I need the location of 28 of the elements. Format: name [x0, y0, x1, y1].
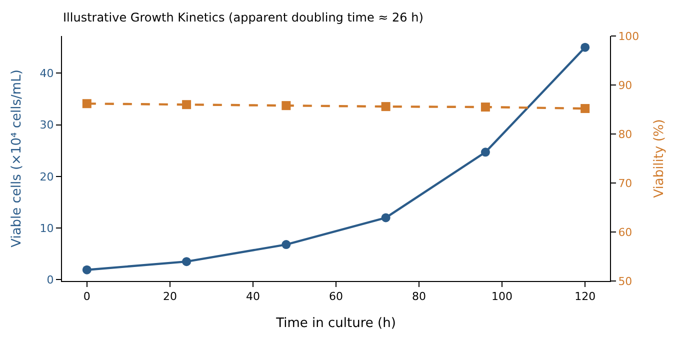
x-axis-title: Time in culture (h) [275, 316, 396, 331]
x-tick-label: 120 [574, 290, 596, 304]
point [381, 213, 390, 222]
y-tick-label: 10 [40, 222, 54, 235]
point [282, 240, 291, 250]
y-tick-label: 0 [46, 274, 54, 287]
y2-tick-label: 70 [618, 176, 632, 190]
y2-tick-label: 60 [618, 226, 632, 239]
y-tick-label: 30 [40, 118, 54, 132]
x-tick-label: 20 [162, 290, 177, 304]
x-tick-label: 100 [492, 290, 513, 304]
y2-axis-title: Viability (%) [652, 119, 667, 198]
y2-tick-label: 90 [618, 78, 632, 92]
y-tick-label: 20 [40, 170, 54, 184]
y-tick-label: 40 [40, 67, 54, 80]
point [580, 42, 590, 52]
y2-tick-label: 80 [618, 128, 632, 141]
x-tick-label: 80 [412, 290, 426, 304]
x-tick-label: 40 [246, 290, 260, 304]
point [480, 148, 490, 157]
x-tick-label: 60 [329, 290, 343, 304]
point [82, 265, 92, 274]
y-axis-title: Viable cells (×10⁴ cells/mL) [10, 70, 25, 248]
y2-tick-label: 50 [618, 274, 632, 288]
chart-title: Illustrative Growth Kinetics (apparent doubling time ≈ 26 h) [63, 10, 424, 24]
x-tick-label: 0 [83, 290, 90, 304]
point [182, 257, 192, 266]
y2-tick-label: 100 [618, 30, 640, 43]
